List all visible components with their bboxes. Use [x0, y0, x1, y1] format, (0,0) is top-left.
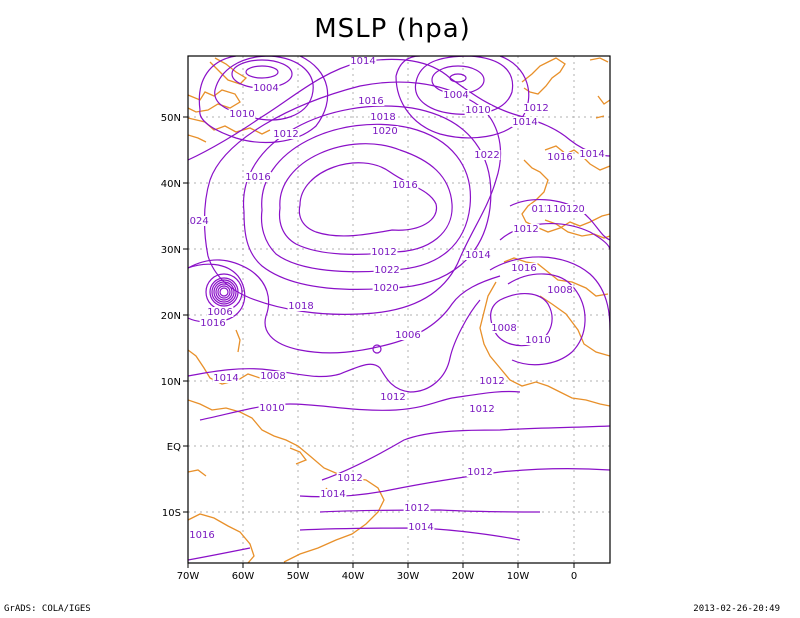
isobar-label: 1024	[183, 216, 208, 227]
isobar-label: 1010	[259, 403, 284, 414]
isobar-label: 1012	[553, 204, 578, 215]
map-title: MSLP (hpa)	[314, 14, 471, 44]
x-tick-label: 60W	[232, 571, 255, 582]
x-tick-label: 0	[571, 571, 577, 582]
y-tick-label: 40N	[161, 179, 181, 190]
isobar-label: 1012	[467, 467, 492, 478]
isobar-label: 1022	[374, 265, 399, 276]
y-tick-label: 10N	[161, 377, 181, 388]
isobar-label: 1006	[395, 330, 420, 341]
isobar-label: 1016	[511, 263, 536, 274]
isobar-label: 1004	[253, 83, 278, 94]
isobar-label: 1016	[358, 96, 383, 107]
isobar-label: 1010	[229, 109, 254, 120]
isobar-label: 1012	[469, 404, 494, 415]
isobar-label: 1008	[547, 285, 572, 296]
footer-timestamp: 2013-02-26-20:49	[693, 604, 780, 614]
isobar-label: 1008	[260, 371, 285, 382]
isobar-label: 1020	[372, 126, 397, 137]
isobar-label: 1012	[380, 392, 405, 403]
isobar-label: 1012	[523, 103, 548, 114]
footer-credit: GrADS: COLA/IGES	[4, 604, 91, 614]
isobar-label: 1014	[579, 149, 604, 160]
x-tick-label: 50W	[287, 571, 310, 582]
y-tick-label: EQ	[167, 442, 181, 453]
isobar-label: 1014	[408, 522, 433, 533]
x-tick-label: 40W	[342, 571, 365, 582]
isobar-label: 1012	[479, 376, 504, 387]
isobar-label: 1018	[288, 301, 313, 312]
isobar-label: 1014	[320, 489, 345, 500]
isobar-label: 1016	[200, 318, 225, 329]
isobar-label: 1014	[213, 373, 238, 384]
isobar-label: 1018	[370, 112, 395, 123]
isobar-label: 1012	[371, 247, 396, 258]
isobar-label: 1020	[373, 283, 398, 294]
x-tick-label: 10W	[507, 571, 530, 582]
isobar-label: 1004	[443, 90, 468, 101]
isobar-label: 1014	[465, 250, 490, 261]
isobar-label: 1014	[350, 56, 375, 67]
y-tick-label: 50N	[161, 113, 181, 124]
x-tick-label: 20W	[452, 571, 475, 582]
isobar-label: 1008	[491, 323, 516, 334]
isobar-label: 1006	[207, 307, 232, 318]
x-tick-label: 30W	[397, 571, 420, 582]
isobar-label: 1014	[512, 117, 537, 128]
isobar-label: 012	[531, 204, 550, 215]
y-tick-label: 30N	[161, 245, 181, 256]
isobar-label: 1016	[189, 530, 214, 541]
isobar-label: 1010	[525, 335, 550, 346]
coastlines	[188, 57, 610, 563]
y-tick-label: 20N	[161, 311, 181, 322]
map-frame	[187, 55, 611, 564]
isobar-label: 1016	[245, 172, 270, 183]
isobar-label: 1016	[547, 152, 572, 163]
isobar-label: 1012	[404, 503, 429, 514]
x-tick-label: 70W	[177, 571, 200, 582]
isobar-label: 1016	[392, 180, 417, 191]
isobar-label: 1022	[474, 150, 499, 161]
y-tick-label: 10S	[162, 508, 181, 519]
lat-lon-grid	[187, 56, 610, 563]
isobar-label: 1012	[273, 129, 298, 140]
isobar-label: 1012	[337, 473, 362, 484]
isobar-contours	[188, 56, 610, 561]
isobar-label: 1012	[513, 224, 538, 235]
isobar-label: 1010	[465, 105, 490, 116]
